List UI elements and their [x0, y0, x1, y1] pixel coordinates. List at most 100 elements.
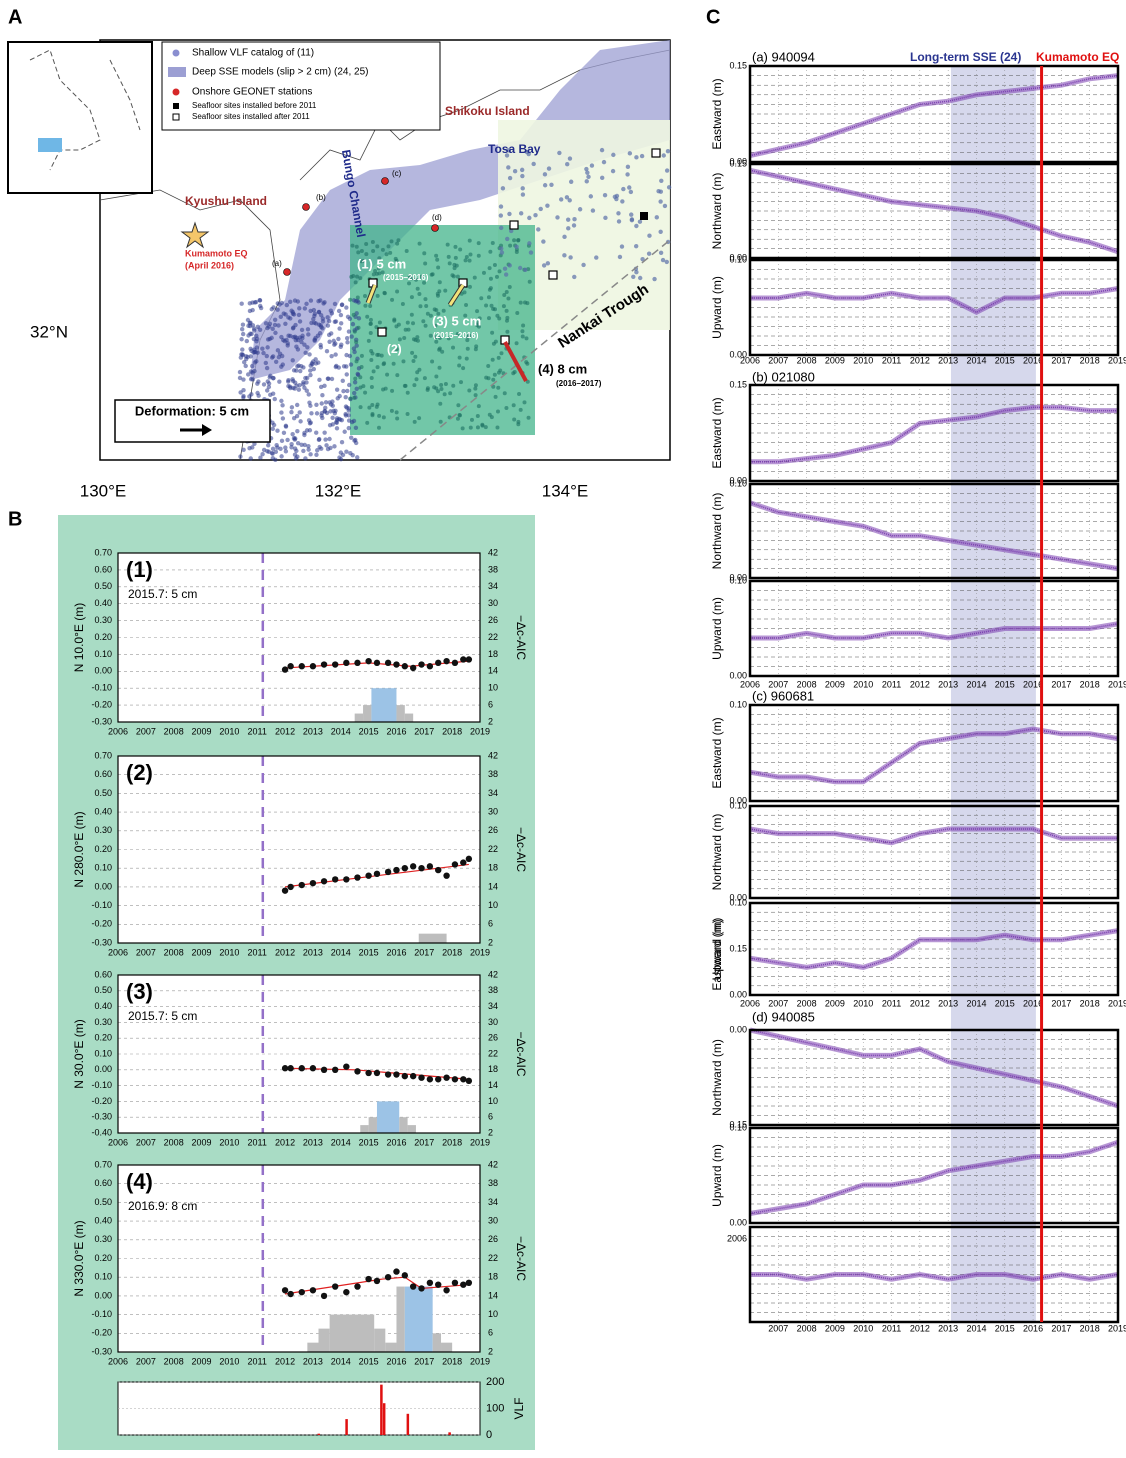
- y-axis-label: Northward (m): [710, 1039, 724, 1116]
- catalog-dot: [333, 352, 338, 357]
- catalog-dot: [356, 250, 361, 255]
- x-tick-label: 2010: [853, 1323, 873, 1333]
- catalog-dot: [293, 338, 298, 343]
- catalog-dot: [270, 354, 276, 359]
- catalog-dot: [345, 388, 350, 394]
- data-point: [409, 1283, 417, 1290]
- catalog-dot: [616, 219, 622, 224]
- data-point: [409, 863, 417, 870]
- y2-tick-label: 10: [488, 900, 498, 910]
- catalog-dot: [475, 425, 480, 430]
- x-tick-label: 2009: [192, 1356, 212, 1366]
- catalog-dot: [320, 392, 325, 398]
- gnss-trace: [749, 74, 1119, 157]
- catalog-dot: [349, 419, 355, 425]
- aic-bar: [441, 1342, 453, 1352]
- catalog-dot: [348, 451, 353, 456]
- catalog-dot: [664, 259, 669, 265]
- catalog-dot: [258, 455, 263, 460]
- catalog-dot: [271, 305, 276, 310]
- catalog-dot: [456, 403, 461, 408]
- catalog-dot: [396, 238, 401, 243]
- x-tick-label: 2010: [219, 726, 239, 736]
- legend-text: Deep SSE models (slip > 2 cm) (24, 25): [192, 67, 368, 78]
- catalog-dot: [412, 419, 417, 424]
- catalog-dot: [627, 185, 632, 190]
- catalog-dot: [298, 419, 303, 424]
- catalog-dot: [332, 301, 338, 307]
- catalog-dot: [371, 369, 376, 374]
- catalog-dot: [348, 297, 353, 302]
- catalog-dot: [353, 280, 358, 285]
- catalog-dot: [395, 289, 400, 294]
- data-point: [426, 1279, 434, 1287]
- catalog-dot: [350, 243, 355, 248]
- catalog-dot: [368, 331, 373, 336]
- plot-frame: [748, 383, 1120, 483]
- catalog-dot: [634, 270, 639, 275]
- y-tick-label: 0.00: [729, 795, 747, 805]
- catalog-dot: [533, 212, 538, 218]
- catalog-dot: [473, 393, 478, 398]
- catalog-dot: [473, 386, 478, 391]
- catalog-dot: [504, 308, 509, 313]
- catalog-dot: [476, 320, 481, 325]
- aic-bar: [407, 1125, 416, 1133]
- y-tick-label: -0.20: [91, 699, 112, 709]
- catalog-dot: [321, 301, 326, 306]
- catalog-dot: [589, 163, 595, 168]
- catalog-dot: [358, 385, 363, 390]
- catalog-dot: [381, 362, 386, 367]
- x-tick-label: 2016: [386, 1356, 406, 1366]
- catalog-dot: [347, 316, 353, 321]
- catalog-dot: [300, 333, 305, 338]
- y-tick-label: 0.00: [94, 1290, 112, 1300]
- catalog-dot: [354, 359, 359, 364]
- catalog-dot: [338, 312, 344, 318]
- catalog-dot: [639, 153, 645, 159]
- catalog-dot: [314, 402, 319, 407]
- catalog-dot: [329, 353, 334, 359]
- aic-bar: [318, 1328, 330, 1352]
- catalog-dot: [519, 167, 525, 173]
- catalog-dot: [290, 326, 296, 331]
- catalog-dot: [241, 447, 246, 453]
- catalog-dot: [292, 446, 298, 451]
- catalog-dot: [498, 204, 504, 209]
- catalog-dot: [453, 255, 458, 260]
- vector-label: (4) 8 cm: [538, 361, 587, 376]
- catalog-dot: [338, 321, 344, 326]
- x-tick-label: 2017: [414, 947, 434, 957]
- catalog-dot: [457, 355, 462, 360]
- catalog-dot: [490, 330, 495, 335]
- catalog-dot: [376, 425, 381, 430]
- y-axis-label: Eastward (m): [710, 397, 724, 468]
- catalog-dot: [389, 408, 394, 413]
- x-tick-label: 2017: [1051, 355, 1071, 365]
- catalog-dot: [337, 393, 342, 399]
- catalog-dot: [319, 313, 324, 318]
- catalog-dot: [428, 313, 433, 318]
- catalog-dot: [270, 455, 276, 461]
- catalog-dot: [577, 207, 583, 212]
- y-tick-label: 100: [486, 1402, 504, 1414]
- data-point: [332, 1283, 339, 1290]
- catalog-dot: [358, 405, 363, 410]
- catalog-dot: [413, 338, 418, 343]
- catalog-dot: [352, 438, 357, 443]
- catalog-dot: [526, 415, 531, 420]
- catalog-dot: [662, 203, 668, 209]
- y2-tick-label: 26: [488, 825, 498, 835]
- catalog-dot: [327, 436, 332, 442]
- y2-tick-label: 10: [488, 683, 498, 693]
- catalog-dot: [600, 175, 605, 181]
- catalog-dot: [322, 383, 327, 388]
- data-point: [373, 1069, 381, 1077]
- y-tick-label: -0.20: [91, 1328, 112, 1338]
- catalog-dot: [654, 215, 659, 220]
- catalog-dot: [344, 372, 349, 377]
- catalog-dot: [263, 360, 269, 366]
- data-point: [451, 861, 459, 868]
- catalog-dot: [425, 311, 430, 316]
